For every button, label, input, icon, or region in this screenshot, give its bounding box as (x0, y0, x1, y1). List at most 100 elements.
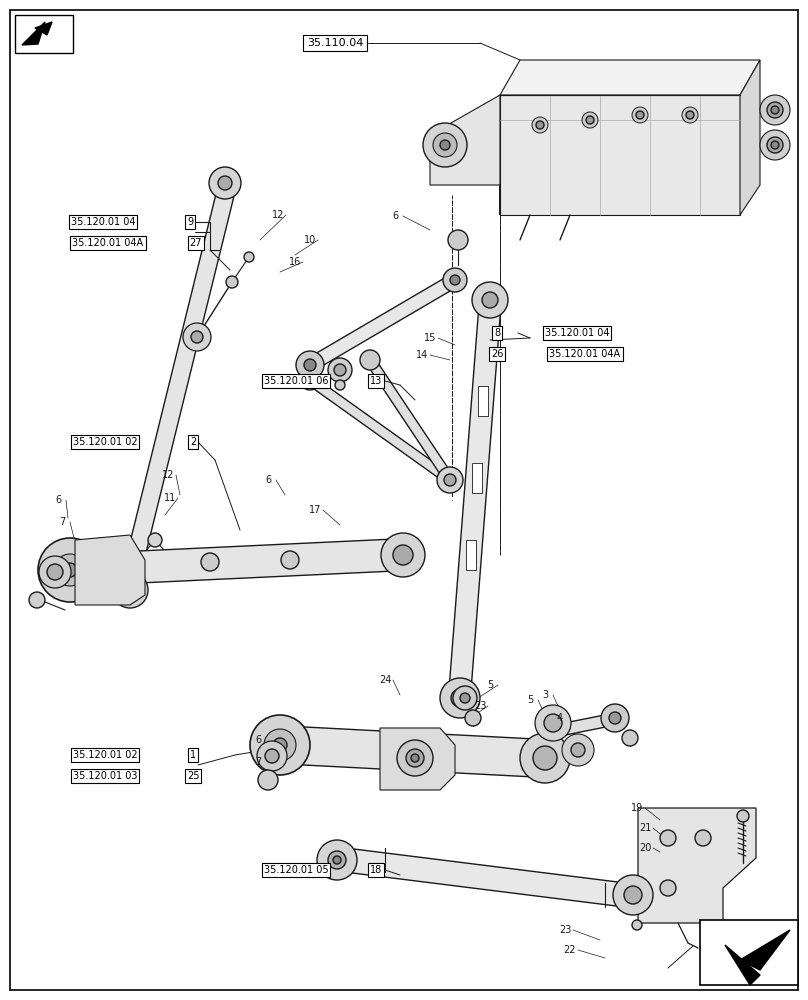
Text: 12: 12 (271, 210, 284, 220)
Circle shape (544, 714, 562, 732)
Text: 3: 3 (542, 690, 548, 700)
Circle shape (609, 712, 621, 724)
Circle shape (265, 749, 279, 763)
Text: 10: 10 (304, 235, 316, 245)
Polygon shape (306, 274, 459, 371)
Circle shape (535, 705, 571, 741)
Text: 2: 2 (190, 437, 196, 447)
Text: 35.120.01 04: 35.120.01 04 (71, 217, 135, 227)
Circle shape (328, 358, 352, 382)
Circle shape (433, 133, 457, 157)
Circle shape (562, 734, 594, 766)
Circle shape (250, 715, 310, 775)
Circle shape (393, 545, 413, 565)
Circle shape (586, 116, 594, 124)
Text: 19: 19 (631, 803, 643, 813)
Circle shape (472, 282, 508, 318)
Circle shape (281, 551, 299, 569)
Polygon shape (449, 304, 501, 691)
Text: 23: 23 (559, 925, 571, 935)
Text: 6: 6 (392, 211, 398, 221)
Bar (465, 540, 475, 570)
Polygon shape (121, 193, 234, 582)
Text: 20: 20 (639, 843, 651, 853)
Circle shape (258, 770, 278, 790)
Text: 26: 26 (490, 349, 503, 359)
Text: 16: 16 (289, 257, 301, 267)
Circle shape (760, 130, 790, 160)
Text: 17: 17 (309, 505, 322, 515)
Text: 35.120.01 04A: 35.120.01 04A (73, 238, 144, 248)
Text: 35.120.01 05: 35.120.01 05 (263, 865, 328, 875)
Polygon shape (307, 376, 453, 484)
Circle shape (296, 351, 324, 379)
Circle shape (622, 730, 638, 746)
Text: 22: 22 (564, 945, 576, 955)
Text: 9: 9 (187, 217, 193, 227)
Circle shape (54, 554, 86, 586)
Text: 35.120.01 02: 35.120.01 02 (73, 750, 137, 760)
Polygon shape (500, 60, 760, 95)
Polygon shape (725, 945, 760, 985)
Circle shape (257, 741, 287, 771)
Circle shape (423, 123, 467, 167)
Circle shape (465, 710, 481, 726)
Text: 35.120.01 06: 35.120.01 06 (263, 376, 328, 386)
Polygon shape (380, 728, 455, 790)
Circle shape (460, 693, 470, 703)
Circle shape (411, 754, 419, 762)
Circle shape (440, 140, 450, 150)
Circle shape (520, 733, 570, 783)
Circle shape (191, 331, 203, 343)
Polygon shape (430, 95, 500, 215)
Polygon shape (500, 95, 740, 215)
Text: 35.110.04: 35.110.04 (307, 38, 363, 48)
Circle shape (397, 740, 433, 776)
Circle shape (624, 886, 642, 904)
Circle shape (686, 111, 694, 119)
Circle shape (444, 474, 456, 486)
Circle shape (273, 738, 287, 752)
Circle shape (244, 252, 254, 262)
Circle shape (437, 467, 463, 493)
Circle shape (636, 111, 644, 119)
Circle shape (328, 851, 346, 869)
Circle shape (39, 556, 71, 588)
Circle shape (443, 268, 467, 292)
Circle shape (613, 875, 653, 915)
Polygon shape (740, 930, 790, 970)
Text: 5: 5 (487, 680, 493, 690)
Text: 8: 8 (494, 328, 500, 338)
Circle shape (209, 167, 241, 199)
Circle shape (183, 323, 211, 351)
Text: 35.120.01 02: 35.120.01 02 (73, 437, 137, 447)
Circle shape (63, 563, 77, 577)
Bar (700, 920, 798, 985)
Circle shape (304, 359, 316, 371)
Circle shape (482, 292, 498, 308)
Bar (472, 463, 482, 493)
Circle shape (333, 856, 341, 864)
Circle shape (29, 592, 45, 608)
Circle shape (695, 830, 711, 846)
Text: 35.120.01 04A: 35.120.01 04A (549, 349, 621, 359)
Polygon shape (75, 535, 145, 605)
Polygon shape (343, 848, 626, 907)
Text: 4: 4 (557, 713, 563, 723)
Circle shape (536, 121, 544, 129)
Polygon shape (22, 22, 45, 45)
Circle shape (533, 746, 557, 770)
Circle shape (453, 686, 477, 710)
Circle shape (760, 95, 790, 125)
Circle shape (201, 553, 219, 571)
Text: 6: 6 (265, 475, 271, 485)
Circle shape (406, 749, 424, 767)
Circle shape (450, 275, 460, 285)
Text: 7: 7 (255, 757, 261, 767)
Text: 27: 27 (190, 238, 202, 248)
Circle shape (767, 102, 783, 118)
Circle shape (148, 533, 162, 547)
Circle shape (660, 880, 676, 896)
Text: 14: 14 (416, 350, 428, 360)
Text: 35.120.01 04: 35.120.01 04 (545, 328, 609, 338)
